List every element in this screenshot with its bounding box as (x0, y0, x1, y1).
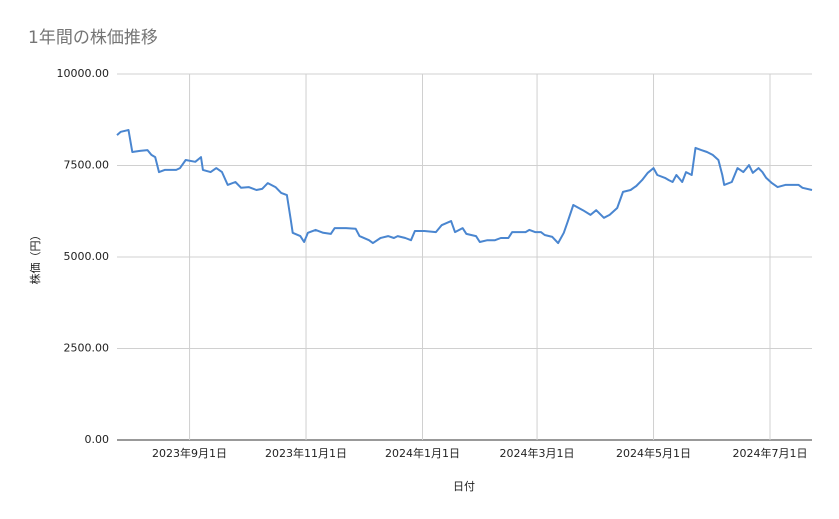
data-line (116, 129, 813, 245)
x-axis-title: 日付 (453, 480, 475, 493)
x-tick-label: 2024年1月1日 (385, 446, 460, 460)
y-tick-label: 10000.00 (57, 67, 110, 80)
y-tick-label: 0.00 (85, 433, 110, 446)
y-axis-title: 株価（円） (28, 230, 42, 285)
chart-title: 1年間の株価推移 (28, 28, 158, 48)
x-tick-label: 2024年7月1日 (732, 446, 807, 460)
y-tick-label: 5000.00 (64, 250, 110, 263)
x-tick-label: 2023年11月1日 (265, 446, 347, 460)
y-tick-label: 2500.00 (64, 342, 110, 355)
x-tick-label: 2024年3月1日 (500, 446, 575, 460)
x-tick-label: 2023年9月1日 (152, 446, 227, 460)
x-tick-label: 2024年5月1日 (616, 446, 691, 460)
y-tick-label: 7500.00 (64, 159, 110, 172)
